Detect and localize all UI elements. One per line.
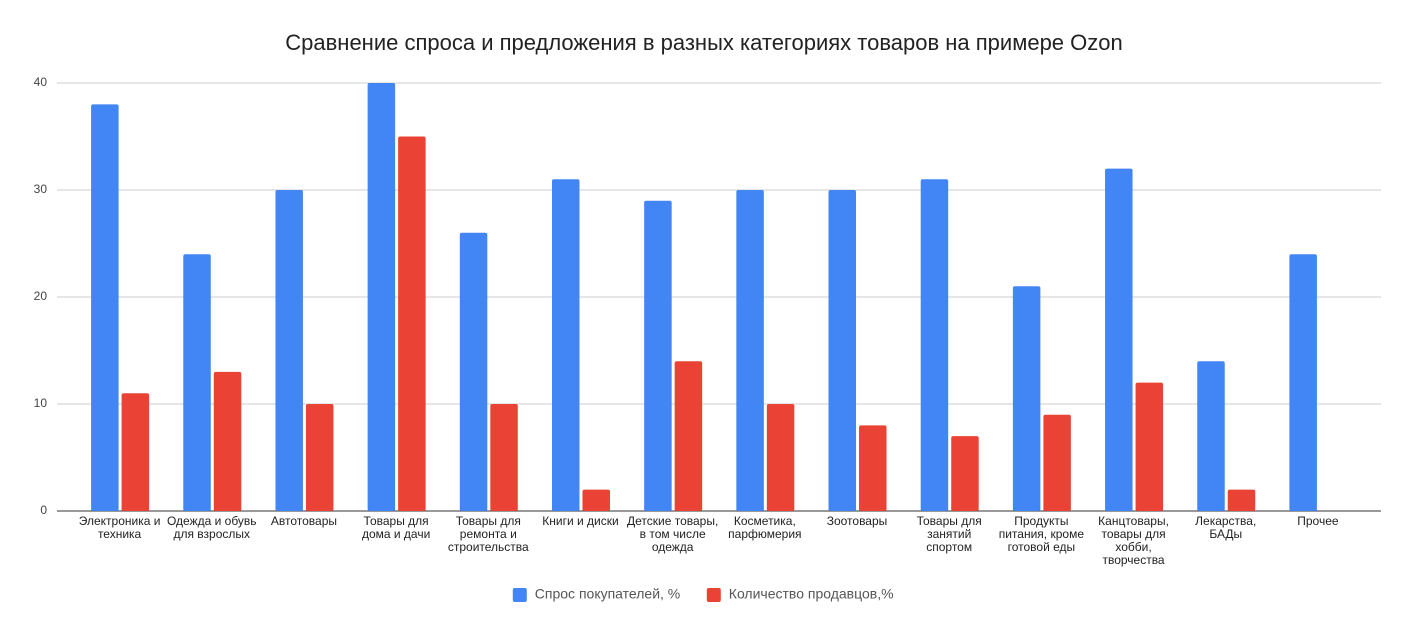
x-tick-label: Продукты питания, кроме готовой еды bbox=[998, 515, 1084, 554]
bar bbox=[1012, 286, 1041, 511]
x-tick-label-box: Зоотовары bbox=[826, 515, 888, 528]
x-tick-label-box: Автотовары bbox=[270, 515, 337, 528]
chart-title: Сравнение спроса и предложения в разных … bbox=[285, 30, 1122, 55]
x-tick-label-box: Книги и диски bbox=[542, 515, 619, 528]
bar bbox=[859, 425, 887, 511]
x-tick-label: Косметика, парфюмерия bbox=[728, 515, 802, 541]
y-tick-label: 30 bbox=[34, 182, 48, 196]
legend-label: Спрос покупателей, % bbox=[535, 586, 680, 602]
bar bbox=[766, 404, 795, 511]
bar bbox=[183, 254, 211, 511]
x-tick-label-box: Товары для дома и дачи bbox=[361, 515, 431, 541]
bar bbox=[367, 83, 396, 511]
bar bbox=[551, 179, 580, 512]
bar bbox=[674, 361, 703, 511]
bar bbox=[1135, 382, 1164, 511]
x-tick-label-box: Одежда и обувь для взрослых bbox=[166, 515, 257, 541]
y-tick-label: 20 bbox=[34, 289, 48, 303]
bar bbox=[1105, 168, 1133, 511]
x-tick-label-box: Косметика, парфюмерия bbox=[728, 515, 802, 541]
bar bbox=[644, 200, 672, 511]
x-tick-label: Детские товары, в том числе одежда bbox=[626, 515, 719, 554]
x-tick-label: Книги и диски bbox=[542, 515, 619, 528]
x-tick-label-box: Лекарства, БАДы bbox=[1195, 515, 1257, 541]
x-tick-label-box: Канцтовары, товары для хобби, творчества bbox=[1098, 515, 1169, 567]
x-tick-label: Автотовары bbox=[270, 515, 337, 528]
bar bbox=[1197, 361, 1225, 511]
bar bbox=[1227, 489, 1256, 511]
bar bbox=[91, 104, 119, 512]
bar bbox=[1289, 254, 1317, 511]
bar bbox=[920, 179, 949, 512]
bar bbox=[1043, 414, 1071, 511]
legend-swatch bbox=[706, 588, 721, 602]
bar bbox=[828, 190, 857, 511]
x-tick-label: Прочее bbox=[1297, 515, 1339, 528]
x-tick-label-box: Товары для занятий спортом bbox=[916, 515, 982, 554]
y-tick-label: 40 bbox=[34, 75, 48, 89]
y-tick-label: 0 bbox=[40, 503, 47, 517]
bar bbox=[951, 436, 979, 511]
bar bbox=[305, 404, 334, 511]
x-tick-label-box: Детские товары, в том числе одежда bbox=[626, 515, 719, 554]
bar bbox=[490, 404, 518, 511]
x-tick-label: Товары для ремонта и строительства bbox=[447, 515, 529, 554]
x-tick-label: Одежда и обувь для взрослых bbox=[166, 515, 257, 541]
x-tick-label: Товары для дома и дачи bbox=[361, 515, 431, 541]
x-tick-label: Электроника и техника bbox=[78, 515, 161, 541]
x-tick-label-box: Товары для ремонта и строительства bbox=[447, 515, 529, 554]
x-tick-label-box: Электроника и техника bbox=[78, 515, 161, 541]
bar bbox=[275, 190, 303, 511]
x-tick-label: Зоотовары bbox=[826, 515, 888, 528]
x-tick-label-box: Продукты питания, кроме готовой еды bbox=[998, 515, 1084, 554]
bar bbox=[213, 371, 242, 511]
bar bbox=[736, 190, 764, 511]
x-tick-label: Канцтовары, товары для хобби, творчества bbox=[1098, 515, 1169, 567]
bar bbox=[398, 136, 426, 511]
bar bbox=[582, 489, 610, 511]
bar bbox=[121, 393, 150, 511]
x-tick-label: Товары для занятий спортом bbox=[916, 515, 982, 554]
legend-swatch bbox=[512, 588, 527, 602]
x-tick-label-box: Прочее bbox=[1297, 515, 1339, 528]
bar bbox=[459, 232, 488, 512]
x-tick-label: Лекарства, БАДы bbox=[1195, 515, 1257, 541]
legend-label: Количество продавцов,% bbox=[729, 586, 894, 602]
y-tick-label: 10 bbox=[34, 396, 48, 410]
